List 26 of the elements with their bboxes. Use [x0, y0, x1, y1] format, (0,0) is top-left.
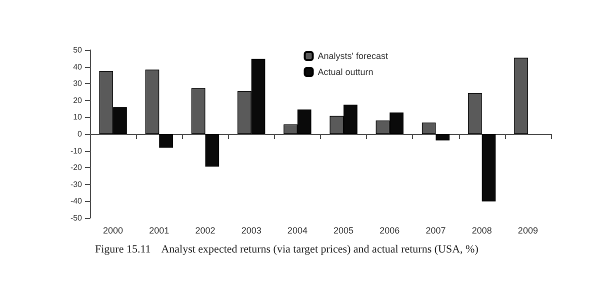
y-tick-label: 20 [73, 96, 83, 105]
y-tick-label: -50 [70, 214, 83, 222]
x-tick-label: 2001 [149, 226, 170, 236]
x-tick-label: 2005 [334, 226, 354, 236]
y-tick-label: 40 [73, 62, 83, 72]
legend-label: Analysts' forecast [318, 51, 388, 61]
text: Figure 15.11 Analyst expected returns (via target prices) and actual returns (USA, %) [95, 244, 479, 256]
y-tick-label: 50 [73, 46, 83, 54]
y-tick-label: 10 [73, 112, 83, 122]
bar [159, 134, 173, 148]
y-tick-label: -40 [70, 196, 83, 206]
y-tick-label: 30 [73, 79, 83, 88]
x-tick-label: 2007 [426, 226, 446, 236]
y-tick-label: -10 [70, 146, 83, 156]
x-tick-label: 2000 [103, 226, 124, 236]
y-tick-label: -20 [70, 163, 83, 172]
legend-label: Actual outturn [318, 67, 374, 77]
x-tick-label: 2003 [241, 226, 262, 236]
y-tick-label: 0 [78, 130, 83, 138]
x-tick-label: 2008 [472, 226, 492, 236]
x-tick-label: 2004 [287, 226, 308, 236]
x-tick-label: 2009 [518, 226, 538, 236]
y-tick-label: -30 [70, 180, 83, 189]
x-tick-label: 2006 [380, 226, 400, 236]
bar [482, 134, 496, 202]
x-tick-label: 2002 [195, 226, 216, 236]
